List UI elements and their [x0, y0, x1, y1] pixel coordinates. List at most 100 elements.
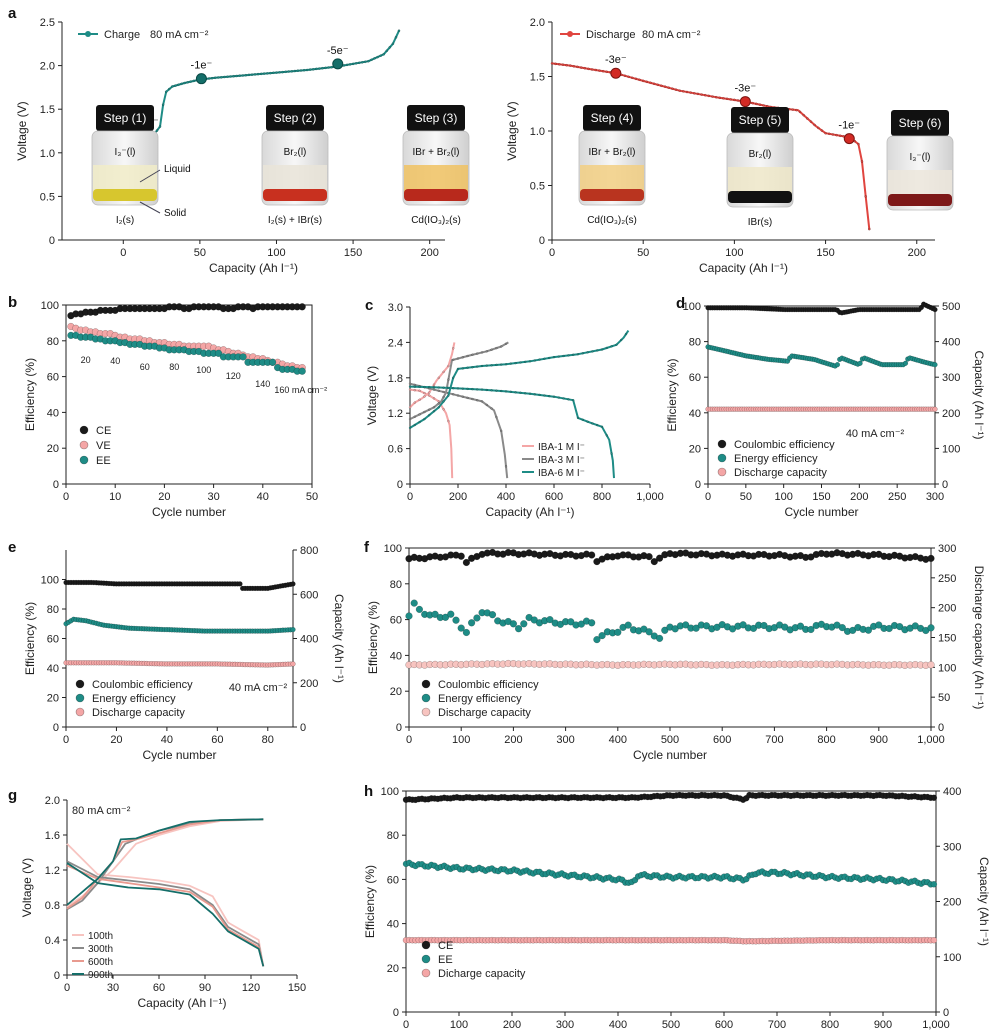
legend-1-marker [421, 693, 431, 703]
charge-point [610, 345, 613, 348]
point-0 [932, 306, 938, 313]
charge-point [442, 400, 445, 403]
discharge-point [408, 382, 412, 385]
vial-species-label: Br₂(l) [749, 149, 772, 160]
x-tick-label: 100 [725, 247, 743, 259]
charge-point [183, 81, 186, 85]
charge-point [471, 353, 474, 357]
x-tick-label: 10 [109, 491, 121, 503]
charge-point [519, 361, 522, 364]
legend-2-marker [75, 707, 85, 717]
point-0 [237, 581, 243, 587]
point-1 [598, 631, 606, 640]
discharge-point [504, 390, 508, 393]
y-tick-label: 2.0 [530, 17, 545, 29]
charge-point [272, 71, 275, 75]
y-tick-label: 0 [53, 479, 59, 491]
charge-point [480, 351, 484, 354]
x-tick-label: 150 [812, 491, 830, 503]
charge-point [259, 72, 263, 76]
y2-tick-label: 300 [943, 841, 961, 853]
point-1 [702, 622, 711, 630]
y-tick-label: 20 [47, 693, 59, 705]
point-0 [655, 554, 664, 562]
discharge-point [437, 389, 441, 393]
y-tick-label: 100 [683, 301, 701, 313]
discharge-point [627, 75, 630, 79]
discharge-point [451, 386, 455, 390]
vial-bottom-label: I₂(s) + IBr(s) [268, 215, 322, 226]
charge-point [408, 426, 412, 430]
discharge-point [762, 104, 765, 107]
x-tick-label: 0 [63, 491, 69, 503]
discharge-point [499, 429, 503, 433]
legend-marker [85, 31, 91, 37]
vial-step-3: Step (3) IBr + Br₂(l) Cd(IO₃)₂(s) [402, 105, 470, 226]
point-ce [298, 303, 306, 311]
point-0 [650, 557, 658, 566]
charge-point [363, 60, 367, 64]
charge-point [219, 75, 223, 79]
charge-point [586, 351, 589, 354]
x-tick-label: 200 [504, 734, 522, 746]
charge-point [504, 362, 508, 366]
y-tick-label: 0 [393, 1007, 399, 1019]
point-2 [290, 661, 296, 667]
charge-point [269, 71, 272, 75]
y-tick-label: 80 [47, 604, 59, 616]
y-tick-label: 40 [387, 919, 399, 931]
charge-point [461, 356, 465, 359]
x-tick-label: 60 [153, 982, 165, 994]
electron-marker [739, 96, 751, 108]
charge-point [418, 413, 421, 416]
discharge-point [791, 108, 795, 111]
y-tick-label: 100 [41, 300, 59, 312]
discharge-point [827, 132, 831, 136]
discharge-point [442, 390, 445, 394]
vial-solid [728, 191, 792, 203]
charge-point [250, 73, 254, 77]
vial-species-label: Br₂(l) [284, 147, 307, 158]
x-tick-label: 700 [768, 1019, 786, 1030]
vial-species-label: IBr + Br₂(l) [413, 147, 460, 158]
discharge-point [605, 434, 609, 437]
charge-curve [409, 330, 630, 429]
point-0 [290, 581, 296, 587]
x-tick-label: 50 [637, 247, 649, 259]
y-tick-label: 0 [397, 479, 403, 491]
charge-point [170, 85, 174, 88]
vial-cap [407, 105, 465, 131]
charge-point [388, 45, 392, 49]
point-1 [405, 612, 413, 620]
vial-bottom-label: IBr(s) [748, 217, 772, 228]
charge-point [485, 350, 489, 353]
discharge-point [432, 397, 436, 400]
y-tick-label: 60 [47, 634, 59, 646]
charge-point [376, 55, 379, 59]
charge-point [305, 68, 309, 72]
charge-point [418, 398, 421, 402]
charge-point [437, 406, 441, 409]
charge-point [437, 376, 441, 380]
discharge-point [857, 142, 860, 146]
point-0 [930, 794, 938, 802]
charge-point [547, 356, 551, 360]
charge-point [238, 74, 242, 78]
charge-point [229, 75, 232, 78]
x-tick-label: 100 [774, 491, 792, 503]
legend-label: IBA-1 M I⁻ [538, 442, 585, 453]
electron-marker [195, 73, 207, 85]
panel-label: d [676, 295, 685, 312]
point-1 [655, 634, 664, 643]
discharge-point [703, 93, 707, 97]
point-1 [488, 611, 497, 619]
discharge-point [471, 397, 474, 401]
point-1 [932, 362, 938, 368]
x-tick-label: 150 [816, 247, 834, 259]
discharge-point [581, 418, 585, 422]
point-1 [682, 621, 690, 629]
point-1 [739, 621, 747, 629]
point-1 [567, 618, 575, 626]
charge-point [210, 76, 214, 80]
y-tick-label: 2.0 [45, 795, 60, 807]
